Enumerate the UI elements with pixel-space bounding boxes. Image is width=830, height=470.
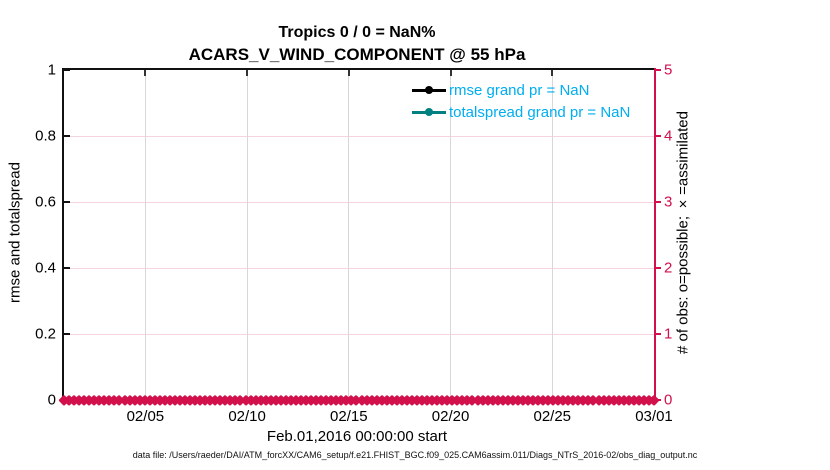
- legend-dot-icon: [425, 86, 433, 94]
- left-axis-tick: [64, 333, 70, 335]
- right-axis-tick: [654, 267, 661, 269]
- v-gridline: [144, 70, 146, 400]
- legend-dot-icon: [425, 108, 433, 116]
- right-axis-tick: [654, 333, 661, 335]
- x-tick-label: 02/20: [431, 408, 470, 425]
- right-axis-spine: [654, 68, 656, 402]
- h-gridline: [64, 267, 654, 269]
- right-tick-label: 3: [664, 193, 673, 211]
- left-axis-tick: [64, 267, 70, 269]
- legend-entry: rmse grand pr = NaN: [412, 79, 630, 101]
- left-axis-tick: [64, 69, 70, 71]
- x-tick-label: 02/05: [126, 408, 165, 425]
- right-tick-label: 1: [664, 325, 673, 343]
- left-axis-label: rmse and totalspread: [6, 162, 24, 304]
- right-axis-tick: [654, 135, 661, 137]
- v-gridline: [450, 70, 452, 400]
- legend-label: totalspread grand pr = NaN: [449, 103, 631, 121]
- legend-line-marker-icon: [412, 108, 446, 116]
- legend-label: rmse grand pr = NaN: [449, 81, 590, 99]
- v-gridline: [551, 70, 553, 400]
- right-axis-tick: [654, 69, 661, 71]
- v-gridline: [246, 70, 248, 400]
- right-tick-label: 0: [664, 391, 673, 409]
- left-tick-label: 0.8: [35, 127, 56, 145]
- right-tick-label: 4: [664, 127, 673, 145]
- figure-subtitle: ACARS_V_WIND_COMPONENT @ 55 hPa: [188, 45, 526, 64]
- x-axis-label: Feb.01,2016 00:00:00 start: [266, 428, 448, 445]
- top-axis-tick: [246, 70, 249, 76]
- left-tick-label: 0: [47, 391, 56, 409]
- left-tick-label: 0.4: [35, 259, 56, 277]
- left-tick-label: 0.6: [35, 193, 56, 211]
- top-axis-tick: [449, 70, 452, 76]
- left-tick-label: 1: [47, 61, 56, 79]
- plot-area: 0 0 0.2 1 0.4 2 0.6 3 0.8 4 1 5 02/05 02/10 02/15 02/20…: [35, 62, 673, 426]
- top-axis-tick: [347, 70, 350, 76]
- x-tick-label: 03/01: [635, 408, 673, 425]
- right-axis-tick: [654, 201, 661, 203]
- left-axis-tick: [64, 135, 70, 137]
- right-tick-label: 2: [664, 259, 673, 277]
- top-axis-tick: [551, 70, 554, 76]
- top-axis-tick: [144, 70, 147, 76]
- legend-line-marker-icon: [412, 86, 446, 94]
- right-axis-label: # of obs: o=possible; ×=assimilated: [674, 111, 692, 355]
- h-gridline: [64, 333, 654, 335]
- left-tick-label: 0.2: [35, 325, 56, 343]
- v-gridline: [348, 70, 350, 400]
- x-tick-label: 02/15: [330, 408, 368, 425]
- right-tick-label: 5: [664, 61, 673, 79]
- h-gridline: [64, 135, 654, 137]
- left-axis-tick: [64, 201, 70, 203]
- figure-title: Tropics 0 / 0 = NaN%: [278, 24, 436, 41]
- legend: rmse grand pr = NaN totalspread grand pr …: [412, 79, 630, 123]
- x-tick-label: 02/10: [228, 408, 266, 425]
- x-tick-label: 02/25: [533, 408, 572, 425]
- h-gridline: [64, 201, 654, 203]
- legend-entry: totalspread grand pr = NaN: [412, 101, 630, 123]
- data-file-note: data file: /Users/raeder/DAI/ATM_forcXX/…: [132, 450, 698, 460]
